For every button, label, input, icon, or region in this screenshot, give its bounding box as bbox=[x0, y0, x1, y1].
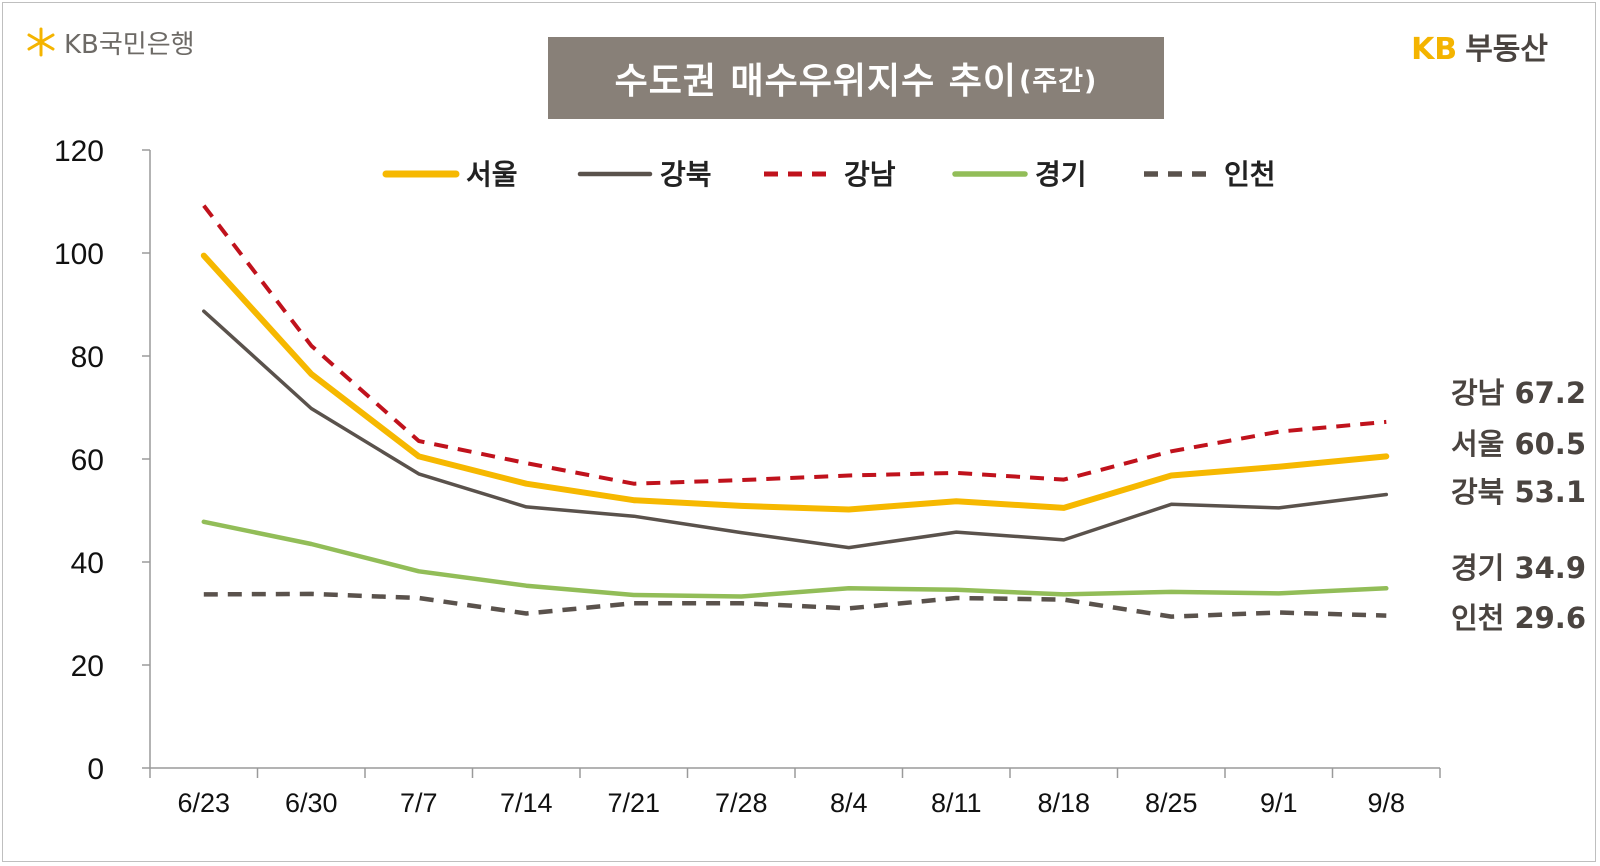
chart-title-sub: (주간) bbox=[1019, 65, 1098, 97]
x-tick-label: 8/25 bbox=[1145, 788, 1198, 818]
x-tick-label: 9/1 bbox=[1260, 788, 1298, 818]
x-tick-label: 7/28 bbox=[715, 788, 768, 818]
end-label-강남: 강남 67.2 bbox=[1451, 376, 1586, 410]
x-tick-label: 9/8 bbox=[1367, 788, 1405, 818]
legend-label-서울: 서울 bbox=[466, 158, 518, 191]
end-label-경기: 경기 34.9 bbox=[1451, 551, 1586, 585]
y-tick-label: 60 bbox=[71, 444, 104, 477]
x-tick-label: 7/14 bbox=[500, 788, 553, 818]
y-tick-label: 80 bbox=[71, 341, 104, 374]
x-tick-label: 7/7 bbox=[400, 788, 438, 818]
y-tick-label: 100 bbox=[54, 238, 104, 271]
end-label-강북: 강북 53.1 bbox=[1451, 475, 1586, 509]
kb-realestate-logo: KB 부동산 bbox=[1411, 24, 1548, 68]
end-label-인천: 인천 29.6 bbox=[1451, 601, 1586, 635]
x-tick-label: 8/18 bbox=[1037, 788, 1090, 818]
kb-realestate-logo-kb: KB bbox=[1411, 32, 1458, 67]
y-tick-label: 40 bbox=[71, 547, 104, 580]
y-tick-label: 20 bbox=[71, 650, 104, 683]
x-tick-label: 6/23 bbox=[177, 788, 230, 818]
legend-label-경기: 경기 bbox=[1035, 158, 1087, 191]
x-tick-label: 6/30 bbox=[285, 788, 338, 818]
y-tick-label: 120 bbox=[54, 135, 104, 168]
kb-bank-logo-text: KB국민은행 bbox=[64, 29, 195, 60]
legend-label-강북: 강북 bbox=[660, 158, 712, 191]
series-line-경기 bbox=[201, 519, 1389, 599]
kb-star-icon bbox=[24, 25, 58, 59]
series-line-서울 bbox=[200, 252, 1390, 513]
legend-label-인천: 인천 bbox=[1224, 158, 1276, 191]
chart-title: 수도권 매수우위지수 추이 (주간) bbox=[548, 37, 1164, 119]
end-label-서울: 서울 60.5 bbox=[1451, 427, 1586, 461]
kb-bank-logo: KB국민은행 bbox=[24, 22, 195, 62]
series-line-강북 bbox=[202, 309, 1389, 550]
y-tick-label: 0 bbox=[87, 753, 104, 786]
series-line-강남 bbox=[202, 204, 1387, 486]
series-line-인천 bbox=[203, 591, 1387, 619]
legend-label-강남: 강남 bbox=[844, 158, 896, 191]
kb-realestate-logo-text: 부동산 bbox=[1465, 32, 1548, 67]
x-tick-label: 8/4 bbox=[830, 788, 868, 818]
chart-title-main: 수도권 매수우위지수 추이 bbox=[614, 61, 1017, 102]
x-tick-label: 8/11 bbox=[931, 788, 982, 818]
x-tick-label: 7/21 bbox=[607, 788, 660, 818]
